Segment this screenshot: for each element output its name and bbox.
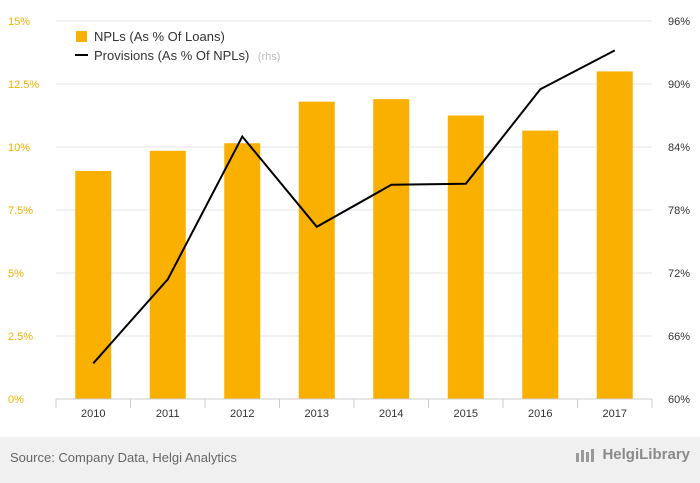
bar-2011 [149, 150, 186, 399]
bar-2017 [596, 71, 633, 400]
library-icon [576, 448, 595, 462]
bar-2016 [522, 130, 559, 399]
left-tick-label: 2.5% [8, 331, 33, 343]
x-tick-label: 2011 [156, 408, 180, 420]
legend: NPLs (As % Of Loans) Provisions (As % Of… [75, 29, 280, 64]
x-tick-label: 2013 [305, 408, 329, 420]
right-tick-label: 96% [668, 16, 690, 28]
left-tick-label: 0% [8, 394, 24, 406]
x-tick-label: 2016 [528, 408, 552, 420]
left-tick-label: 5% [8, 268, 24, 280]
right-tick-label: 66% [668, 331, 690, 343]
left-tick-label: 7.5% [8, 205, 33, 217]
legend-label-provisions: Provisions (As % Of NPLs) (rhs) [94, 47, 280, 64]
right-tick-label: 90% [668, 79, 690, 91]
x-tick-label: 2014 [379, 408, 403, 420]
right-tick-label: 72% [668, 268, 690, 280]
legend-swatch-bar [76, 31, 87, 42]
source-note: Source: Company Data, Helgi Analytics [10, 450, 237, 465]
right-tick-label: 60% [668, 394, 690, 406]
legend-label-npl: NPLs (As % Of Loans) [94, 29, 225, 44]
bar-2010 [75, 170, 112, 399]
left-tick-label: 12.5% [8, 79, 39, 91]
bar-2013 [298, 101, 335, 399]
left-tick-label: 15% [8, 16, 30, 28]
x-tick-label: 2010 [81, 408, 105, 420]
x-tick-label: 2012 [230, 408, 254, 420]
axes: 0% 2.5% 5% 7.5% 10% 12.5% 15% 60% 66% 72% 78% 84% 90… [8, 16, 690, 420]
x-tick-label: 2015 [454, 408, 478, 420]
bar-2012 [224, 143, 261, 399]
brand-logo[interactable]: HelgiLibrary [575, 446, 690, 463]
bar-2015 [447, 115, 484, 399]
combo-chart: 0% 2.5% 5% 7.5% 10% 12.5% 15% 60% 66% 72% 78% 84% 90… [8, 16, 690, 420]
right-tick-label: 78% [668, 205, 690, 217]
npl-bars [75, 71, 633, 400]
right-tick-label: 84% [668, 142, 690, 154]
brand-name: HelgiLibrary [602, 446, 690, 463]
bar-2014 [373, 99, 410, 400]
left-tick-label: 10% [8, 142, 30, 154]
provisions-line [92, 49, 616, 364]
x-tick-label: 2017 [603, 408, 627, 420]
